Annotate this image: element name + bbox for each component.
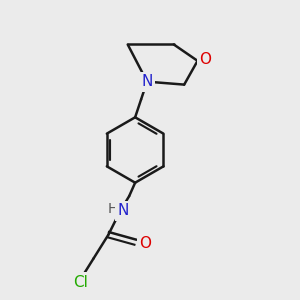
Text: Cl: Cl (73, 275, 88, 290)
Text: N: N (141, 74, 153, 89)
Text: N: N (118, 203, 129, 218)
Text: O: O (139, 236, 151, 251)
Text: O: O (199, 52, 211, 67)
Text: H: H (108, 202, 118, 216)
